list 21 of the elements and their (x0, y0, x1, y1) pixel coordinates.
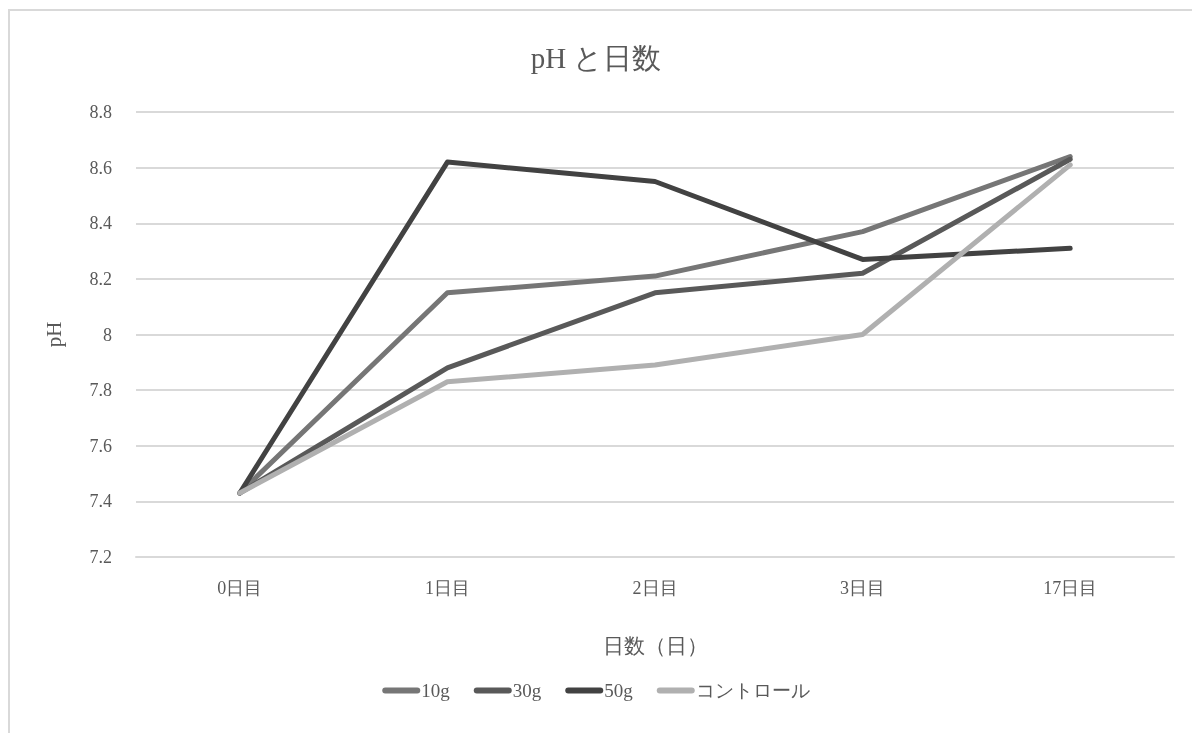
y-tick-label: 7.4 (89, 491, 112, 512)
y-tick-label: 8 (103, 324, 112, 345)
y-tick-label: 7.2 (89, 547, 112, 567)
x-tick-label: 0日目 (217, 578, 263, 598)
y-axis-title: pH (41, 321, 66, 348)
legend-label: コントロール (695, 680, 810, 701)
y-tick-label: 8.6 (89, 157, 112, 178)
legend-label: 30g (512, 680, 542, 701)
y-tick-label: 8.2 (89, 268, 112, 289)
y-tick-label: 8.4 (89, 213, 112, 234)
x-tick-label: 17日目 (1043, 578, 1098, 598)
legend-label: 10g (421, 680, 451, 701)
y-tick-label: 7.8 (89, 380, 112, 401)
x-tick-label: 2日目 (632, 578, 678, 598)
chart-title: pH と日数 (530, 41, 662, 74)
x-tick-label: 3日目 (840, 578, 886, 598)
legend-label: 50g (604, 680, 634, 701)
y-tick-label: 7.6 (89, 435, 112, 456)
y-tick-label: 8.8 (89, 102, 112, 122)
x-axis-title: 日数（日） (602, 633, 708, 658)
x-tick-label: 1日目 (424, 578, 470, 598)
